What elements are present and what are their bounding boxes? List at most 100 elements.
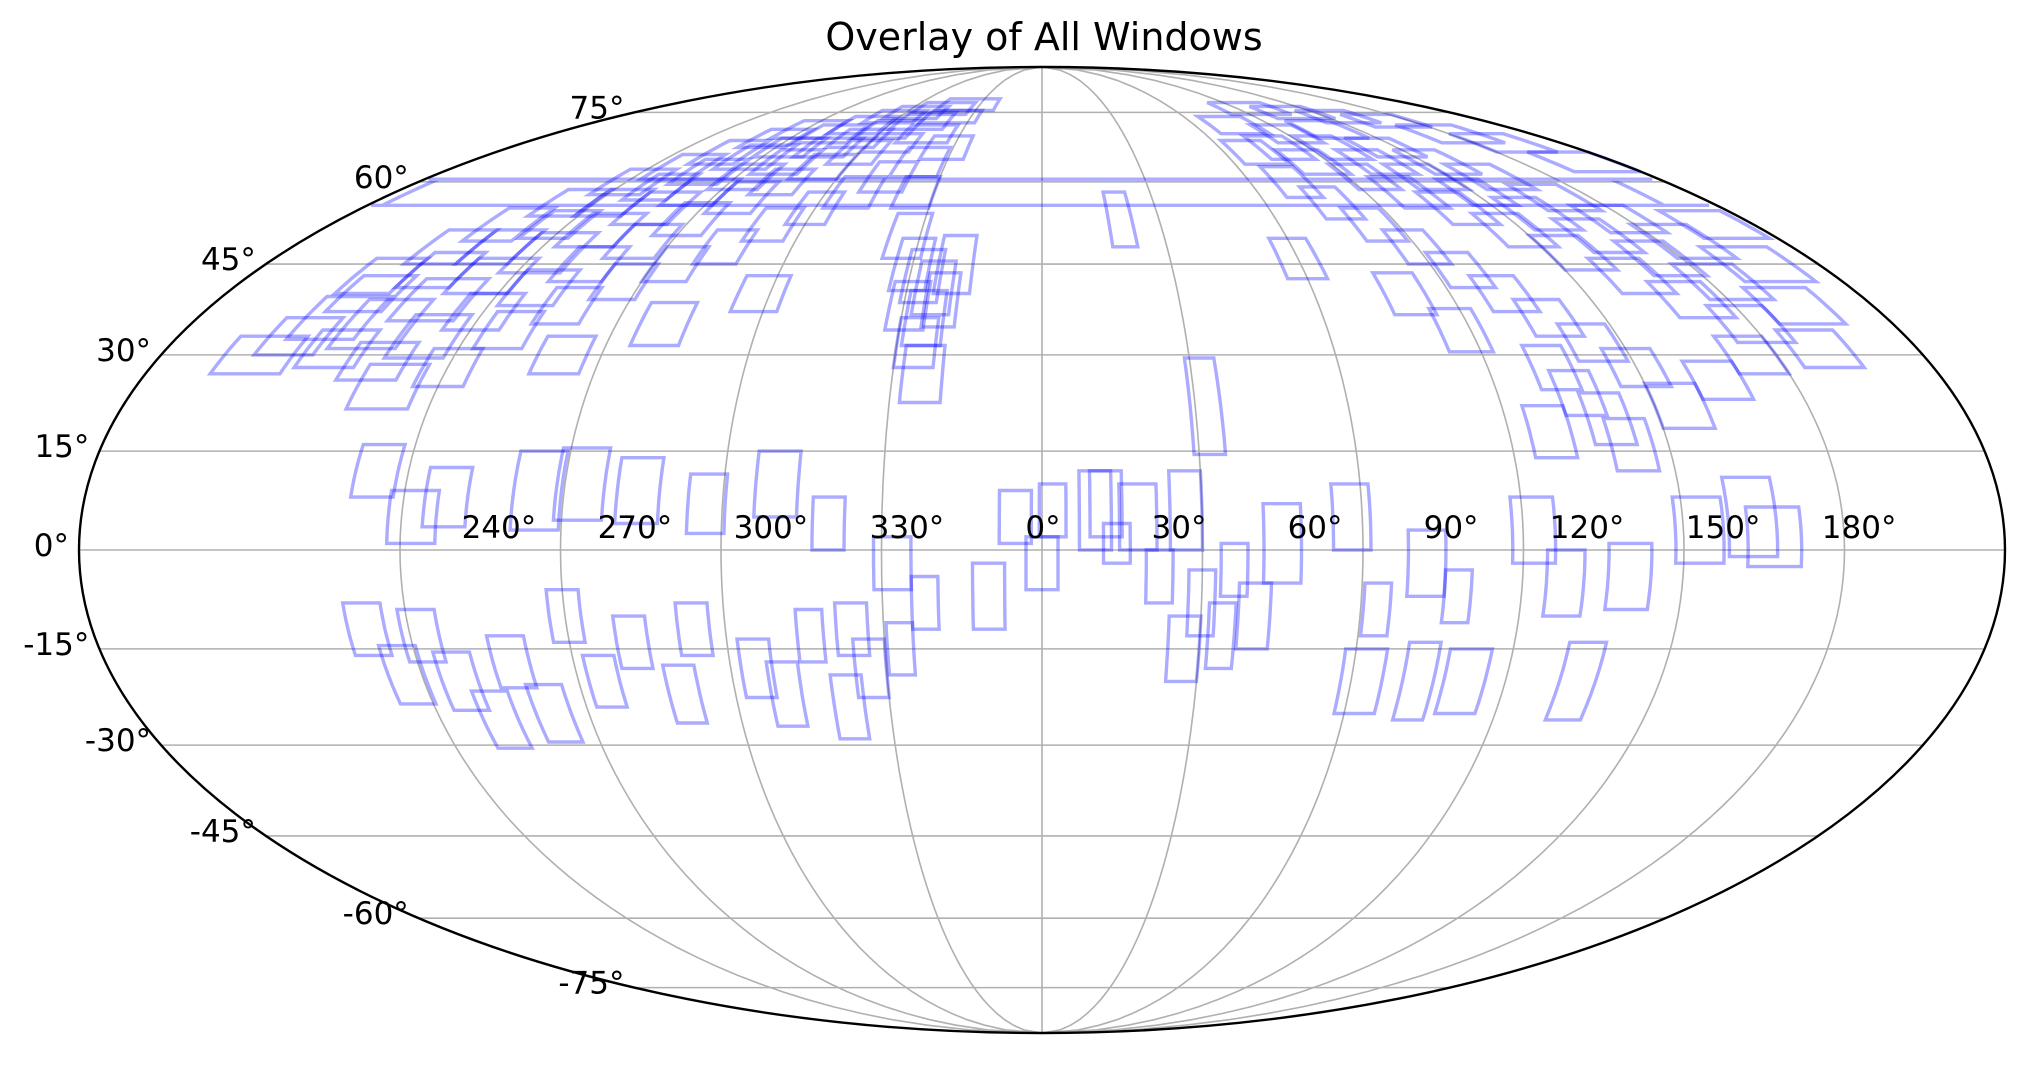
window-footprint xyxy=(1486,195,1589,232)
window-footprint xyxy=(1377,162,1475,192)
window-footprint xyxy=(348,442,408,499)
window-footprint xyxy=(1666,262,1779,302)
window-footprint xyxy=(891,123,962,145)
window-footprint xyxy=(1206,100,1293,117)
window-footprint xyxy=(469,309,548,351)
window-footprint xyxy=(764,118,855,140)
window-footprint xyxy=(522,187,617,218)
window-footprint xyxy=(899,288,950,348)
lon-gridline xyxy=(880,66,1043,1034)
window-footprint xyxy=(882,279,933,332)
window-footprint xyxy=(764,660,810,728)
chart-title: Overlay of All Windows xyxy=(825,15,1262,59)
window-footprint xyxy=(855,131,927,154)
latitude-tick-labels: 75° 60° 45° 30° 15° 0° -15° -30° -45° -60° -75° xyxy=(23,90,624,1001)
window-footprint xyxy=(915,108,986,125)
window-footprint xyxy=(1394,123,1506,145)
window-footprint xyxy=(323,297,438,351)
window-footprint xyxy=(390,250,491,290)
window-footprint xyxy=(1077,469,1114,552)
window-footprints xyxy=(206,97,1868,750)
window-footprint xyxy=(580,653,630,709)
window-footprint xyxy=(1391,148,1484,176)
window-footprint xyxy=(744,167,820,197)
window-footprint xyxy=(871,535,914,592)
window-footprint xyxy=(822,138,896,166)
window-footprint xyxy=(1182,356,1228,457)
window-footprint xyxy=(850,637,892,700)
window-footprint xyxy=(1510,297,1588,338)
window-footprint xyxy=(1369,271,1440,317)
window-footprint xyxy=(1328,482,1373,552)
window-footprint xyxy=(599,222,687,260)
window-footprint xyxy=(1583,256,1681,296)
window-footprint xyxy=(1101,521,1133,565)
window-footprint xyxy=(897,343,947,405)
window-footprint xyxy=(1362,174,1455,210)
window-footprint xyxy=(1261,502,1304,585)
window-footprint xyxy=(1331,647,1390,716)
lon-tick-label: 300° xyxy=(734,510,809,546)
lon-tick-label: 270° xyxy=(598,510,673,546)
window-footprint xyxy=(1218,541,1250,598)
window-footprint xyxy=(1087,469,1124,539)
window-footprint xyxy=(1101,190,1140,249)
window-footprint xyxy=(784,152,862,181)
window-footprint xyxy=(684,472,730,536)
window-footprint xyxy=(1166,469,1205,552)
window-footprint xyxy=(897,247,948,305)
window-footprint xyxy=(1608,239,1712,278)
lat-tick-label: -60° xyxy=(343,896,409,932)
lon-gridline xyxy=(1041,66,1846,1034)
window-footprint xyxy=(1256,164,1328,200)
window-footprint xyxy=(1508,495,1558,565)
window-footprint xyxy=(1336,206,1412,243)
window-footprint xyxy=(1233,581,1274,651)
window-footprint xyxy=(1378,228,1456,266)
window-footprint xyxy=(916,134,976,162)
window-footprint xyxy=(1266,236,1331,281)
window-footprint xyxy=(1295,185,1370,221)
window-footprint xyxy=(1465,274,1544,314)
window-footprint xyxy=(1143,548,1175,605)
window-footprint xyxy=(782,190,848,227)
window-footprint xyxy=(1771,328,1868,370)
window-footprint xyxy=(1163,614,1203,684)
lat-tick-label: 30° xyxy=(96,333,151,369)
lon-gridline xyxy=(1041,66,1204,1034)
window-footprint xyxy=(494,230,603,275)
gridlines xyxy=(79,66,2005,1034)
window-footprint xyxy=(821,127,897,150)
window-footprint xyxy=(494,268,584,308)
window-footprint xyxy=(1404,528,1448,598)
lon-gridline xyxy=(1041,66,1525,1034)
window-footprint xyxy=(1270,148,1356,176)
window-footprint xyxy=(528,285,606,326)
window-footprint xyxy=(909,259,959,317)
lon-tick-label: 0° xyxy=(1025,510,1060,546)
window-footprint xyxy=(332,340,423,382)
window-footprint xyxy=(1719,475,1780,559)
window-footprint xyxy=(1642,279,1741,320)
window-footprint xyxy=(735,637,780,700)
window-footprint xyxy=(1432,647,1495,716)
window-footprint xyxy=(1679,359,1757,401)
window-footprint xyxy=(1024,535,1060,592)
window-footprint xyxy=(891,316,941,370)
window-footprint xyxy=(616,172,705,202)
window-footprint xyxy=(886,236,938,293)
window-footprint xyxy=(606,190,706,227)
window-footprint xyxy=(250,316,347,357)
window-footprint xyxy=(832,601,872,658)
window-footprint xyxy=(1439,568,1475,625)
window-footprint xyxy=(1743,505,1804,569)
window-footprint xyxy=(330,256,433,296)
longitude-tick-labels: 240° 270° 300° 330° 0° 30° 60° 90° 120° 150° 180° xyxy=(462,510,1897,546)
window-footprint xyxy=(1343,136,1429,159)
window-footprint xyxy=(1575,391,1640,447)
lat-tick-label: -75° xyxy=(558,966,624,1002)
window-footprint xyxy=(1652,208,1776,241)
window-footprint xyxy=(206,334,312,376)
window-footprint xyxy=(1294,108,1382,125)
window-footprint xyxy=(1738,285,1850,326)
